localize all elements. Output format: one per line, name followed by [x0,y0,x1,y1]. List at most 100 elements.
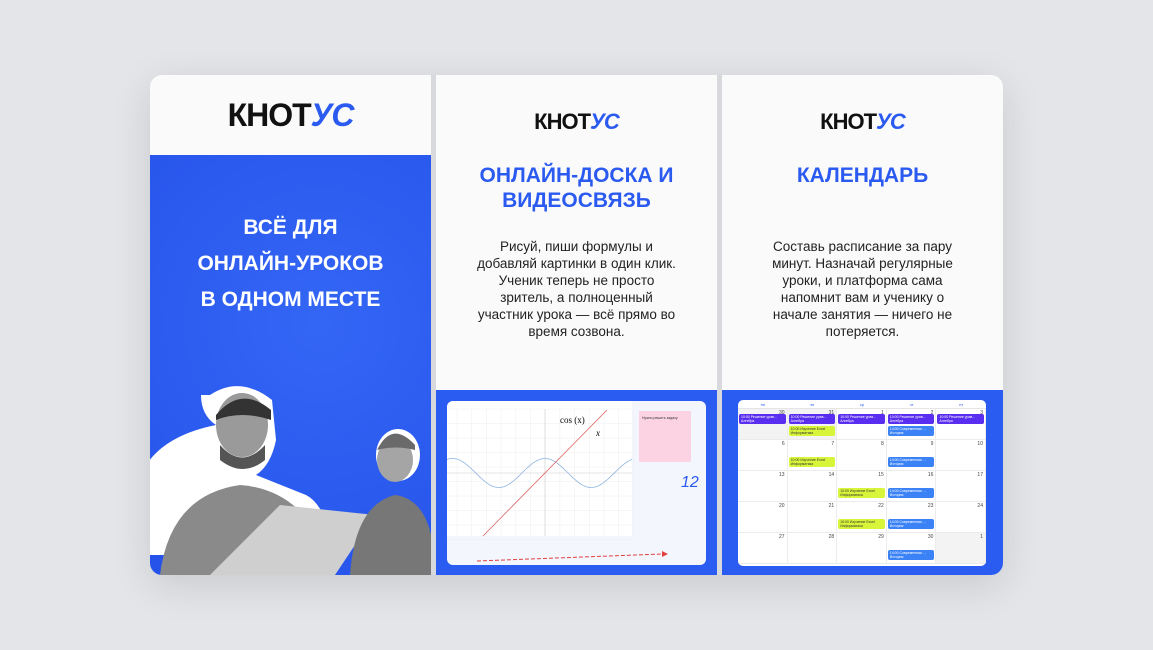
event-subject: История [889,555,904,559]
day-number: 14 [828,472,835,478]
calendar-day[interactable]: 28 [787,533,838,564]
promo-card: КНОТУС ВСЁ ДЛЯ ОНЛАЙН-УРОКОВ В ОДНОМ МЕСТЕ… [150,75,1003,575]
day-number: 16 [927,472,934,478]
event-title: 14:00 Современная ... [889,520,926,524]
event-subject: Алгебра [840,419,854,423]
calendar-day[interactable]: 9 14:00 Современная ... История [886,440,937,471]
calendar-day[interactable]: 21 [787,502,838,533]
event-title: 10:00 Изучение Excel [790,458,826,462]
calendar-event[interactable]: 10:00 Решение урав... Алгебра [887,414,935,424]
calendar-day[interactable]: 24 [936,502,986,533]
event-subject: Информатика [840,493,863,497]
calendar-event[interactable]: 10:00 Изучение Excel Информатика [788,426,836,436]
weekday-header: пн [760,402,765,407]
event-title: 14:00 Современная ... [889,551,926,555]
dashed-arrow [476,553,663,562]
calendar-day[interactable]: 14 [787,471,838,502]
event-subject: Алгебра [939,419,953,423]
day-number: 22 [878,503,884,509]
event-subject: История [889,431,904,435]
panel-calendar: КНОТУС КАЛЕНДАРЬ Составь расписание за п… [722,75,1003,575]
event-title: 14:00 Современная ... [889,489,926,493]
calendar-day[interactable]: 3 10:00 Решение урав... Алгебра [936,409,986,440]
calendar-event[interactable]: 10:00 Изучение Excel Информатика [838,519,885,529]
event-subject: История [889,462,904,466]
logo: КНОТУС [227,97,355,133]
calendar-day[interactable]: 16 14:00 Современная ... История [886,471,937,502]
calendar-day[interactable]: 7 10:00 Изучение Excel Информатика [787,440,838,471]
calendar-day[interactable]: 23 14:00 Современная ... История [886,502,937,533]
day-number: 7 [831,441,835,447]
weekday-header: пт [959,402,964,407]
event-subject: Информатика [840,524,863,528]
day-number: 9 [930,441,934,447]
calendar-day[interactable]: 8 [837,440,887,471]
calendar-event[interactable]: 10:00 Изучение Excel Информатика [788,457,836,467]
event-title: 10:00 Решение урав... [790,415,827,419]
calendar-day[interactable]: 1 10:00 Решение урав... Алгебра [837,409,887,440]
event-subject: Алгебра [790,419,804,423]
calendar-day[interactable]: 22 10:00 Изучение Excel Информатика [837,502,887,533]
calendar-day[interactable]: 6 [738,440,788,471]
event-subject: Алгебра [741,419,755,423]
panel-title: ОНЛАЙН-ДОСКА И ВИДЕОСВЯЗЬ [479,164,674,212]
day-number: 15 [878,472,884,478]
day-number: 13 [779,472,785,478]
calendar-day[interactable]: 10 [936,440,986,471]
logo: КНОТУС [534,109,620,134]
day-number: 8 [881,441,884,447]
calendar-event[interactable]: 10:00 Изучение Excel Информатика [838,488,885,498]
event-title: 10:00 Изучение Excel [790,427,826,431]
calendar-event[interactable]: 14:00 Современная ... История [887,457,935,467]
calendar-event[interactable]: 10:00 Решение урав... Алгебра [937,414,984,424]
event-title: 10:00 Решение урав... [889,415,926,419]
day-number: 24 [977,503,983,509]
weekday-header: чт [909,402,914,407]
calendar-day[interactable]: 20 [738,502,788,533]
event-subject: История [889,493,904,497]
calendar-day[interactable]: 1 [936,533,986,564]
cos-curve [447,458,633,488]
panel-title: КАЛЕНДАРЬ [796,164,929,187]
sticky-note-text: Нужно решить задачу [642,416,678,420]
day-number: 6 [781,441,785,447]
calendar-event[interactable]: 10:00 Решение урав... Алгебра [739,414,786,424]
calendar-day[interactable]: 30 10:00 Решение урав... Алгебра [738,409,788,440]
graph: cos (x) x Нужно решить задачу 12 [447,401,699,562]
calendar-event[interactable]: 14:00 Современная ... История [887,550,935,560]
calendar-day[interactable]: 27 [738,533,788,564]
calendar-event[interactable]: 10:00 Решение урав... Алгебра [838,414,885,424]
whiteboard[interactable]: cos (x) x Нужно решить задачу 12 [447,401,706,565]
calendar-day[interactable]: 13 [738,471,788,502]
calendar-event[interactable]: 14:00 Современная ... История [887,519,935,529]
calendar-day[interactable]: 2 10:00 Решение урав... Алгебра 14:00 Совре… [886,409,937,440]
calendar-day[interactable]: 29 [837,533,887,564]
blue-background: cos (x) x Нужно решить задачу 12 [436,390,717,575]
event-title: 10:00 Решение урав... [741,415,777,419]
calendar-event[interactable]: 14:00 Современная ... История [887,488,935,498]
teacher-student-photo [150,386,431,575]
weekday-header: вт [810,402,815,407]
calendar-day[interactable]: 31 10:00 Решение урав... Алгебра 10:00 Изуч… [787,409,838,440]
day-number: 3 [980,410,983,416]
calendar: пн вт ср чт пт 30 10:00 Решение урав... Алгебр… [738,400,986,566]
day-number: 30 [779,410,785,416]
sticky-note[interactable] [639,411,691,462]
calendar-day[interactable]: 15 10:00 Изучение Excel Информатика [837,471,887,502]
calendar-event[interactable]: 10:00 Решение урав... Алгебра [788,414,836,424]
event-subject: История [889,524,904,528]
event-title: 10:00 Изучение Excel [840,520,875,524]
headline: ВСЁ ДЛЯ ОНЛАЙН-УРОКОВ В ОДНОМ МЕСТЕ [197,216,384,311]
event-subject: Информатика [790,462,814,466]
blue-background: пн вт ср чт пт 30 10:00 Решение урав... Алгебр… [722,390,1003,575]
calendar-day[interactable]: 17 [936,471,986,502]
panel-whiteboard: КНОТУС ОНЛАЙН-ДОСКА И ВИДЕОСВЯЗЬ Рисуй, п… [436,75,717,575]
func-label: cos (x) [560,415,585,425]
panel-all-in-one: КНОТУС ВСЁ ДЛЯ ОНЛАЙН-УРОКОВ В ОДНОМ МЕСТЕ [150,75,431,575]
day-number: 10 [977,441,983,447]
calendar-day[interactable]: 30 14:00 Современная ... История [886,533,937,564]
line-label: x [595,428,600,438]
day-number: 17 [977,472,983,478]
calendar-event[interactable]: 14:00 Современная ... История [887,426,935,436]
event-subject: Информатика [790,431,814,435]
